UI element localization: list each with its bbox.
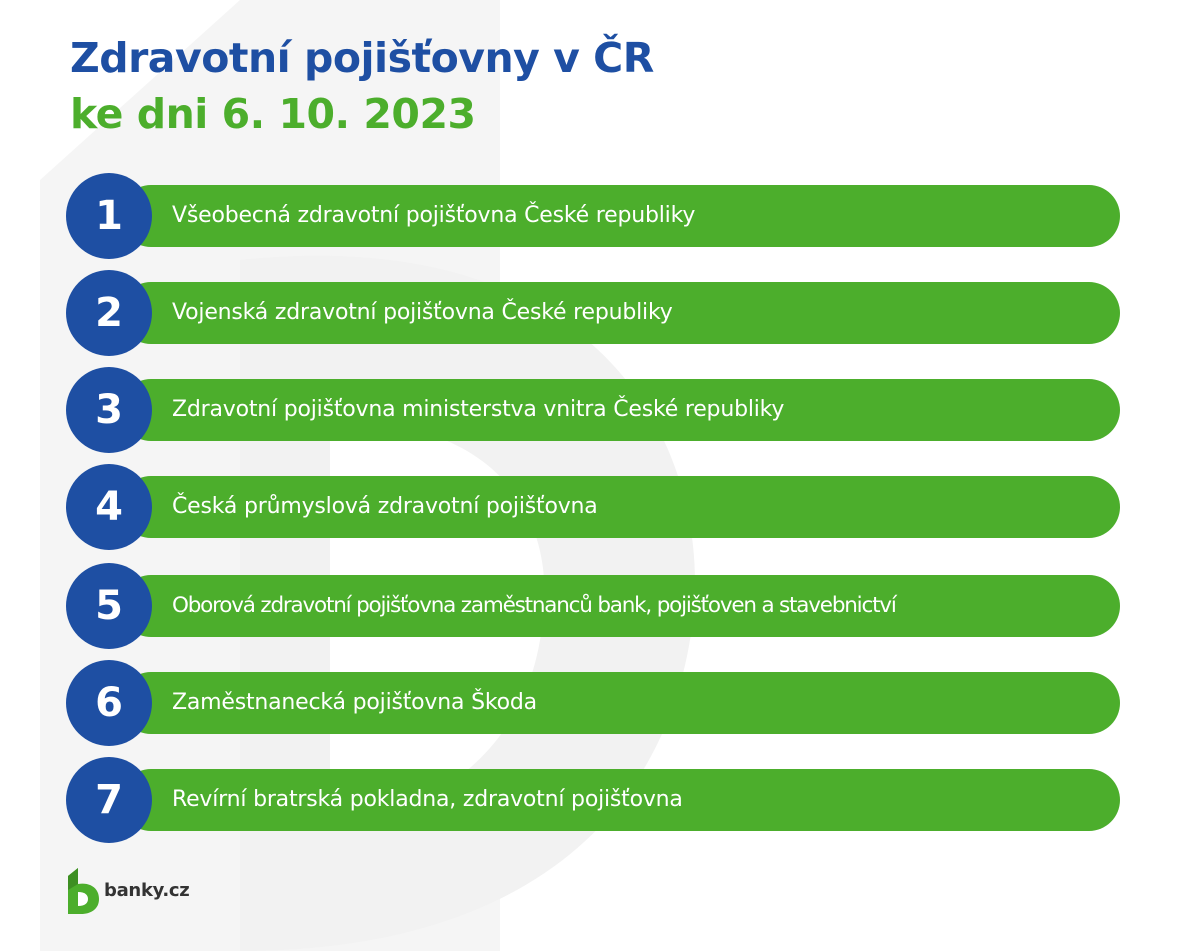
list-item-number: 5 (66, 563, 152, 649)
list-item: Česká průmyslová zdravotní pojišťovna 4 (66, 464, 1120, 550)
list-item-bar: Oborová zdravotní pojišťovna zaměstnanců… (120, 575, 1120, 637)
list-item: Zaměstnanecká pojišťovna Škoda 6 (66, 660, 1120, 746)
list-item: Revírní bratrská pokladna, zdravotní poj… (66, 757, 1120, 843)
list-item-number: 2 (66, 270, 152, 356)
list-item-number: 6 (66, 660, 152, 746)
title-main: Zdravotní pojišťovny v ČR (70, 34, 654, 82)
list-item-bar: Vojenská zdravotní pojišťovna České repu… (120, 282, 1120, 344)
list-item-number: 3 (66, 367, 152, 453)
list-item: Všeobecná zdravotní pojišťovna České rep… (66, 173, 1120, 259)
title-date: ke dni 6. 10. 2023 (70, 90, 476, 138)
list-item-bar: Zaměstnanecká pojišťovna Škoda (120, 672, 1120, 734)
list-item-bar: Všeobecná zdravotní pojišťovna České rep… (120, 185, 1120, 247)
list-item: Zdravotní pojišťovna ministerstva vnitra… (66, 367, 1120, 453)
page-title: Zdravotní pojišťovny v ČR ke dni 6. 10. … (70, 30, 654, 142)
list-item-label: Vojenská zdravotní pojišťovna České repu… (172, 300, 673, 325)
list-item-label: Revírní bratrská pokladna, zdravotní poj… (172, 787, 683, 812)
list-item-label: Zaměstnanecká pojišťovna Škoda (172, 690, 537, 715)
list-item-bar: Česká průmyslová zdravotní pojišťovna (120, 476, 1120, 538)
list-item: Vojenská zdravotní pojišťovna České repu… (66, 270, 1120, 356)
list-item-number: 7 (66, 757, 152, 843)
list-item-label: Česká průmyslová zdravotní pojišťovna (172, 494, 598, 519)
list-item-bar: Zdravotní pojišťovna ministerstva vnitra… (120, 379, 1120, 441)
logo-text: banky.cz (104, 880, 190, 901)
banky-logo-icon (68, 868, 99, 914)
list-item-number: 1 (66, 173, 152, 259)
list-item-label: Oborová zdravotní pojišťovna zaměstnanců… (172, 593, 897, 618)
list-item-label: Všeobecná zdravotní pojišťovna České rep… (172, 203, 696, 228)
list-item-label: Zdravotní pojišťovna ministerstva vnitra… (172, 397, 785, 422)
list-item: Oborová zdravotní pojišťovna zaměstnanců… (66, 563, 1120, 649)
list-item-number: 4 (66, 464, 152, 550)
list-item-bar: Revírní bratrská pokladna, zdravotní poj… (120, 769, 1120, 831)
